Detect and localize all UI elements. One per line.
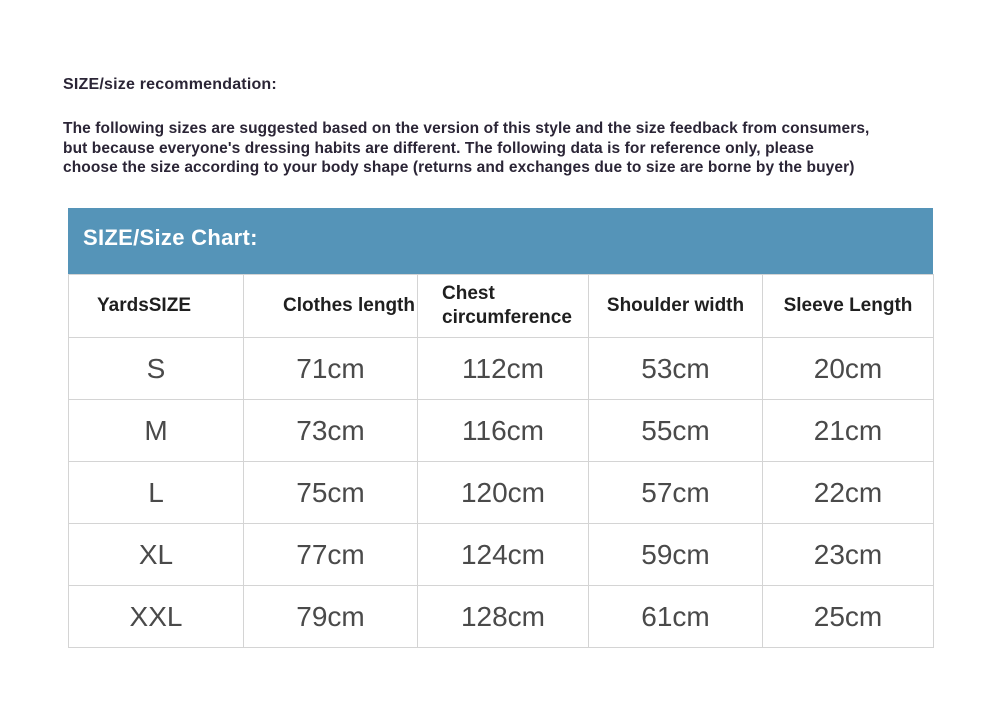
- clothes-length-value: 77cm: [243, 523, 418, 586]
- column-header-sleeve-length: Sleeve Length: [762, 274, 934, 338]
- size-table-header-row: YardsSIZE Clothes length Chest circumfer…: [68, 274, 934, 338]
- sleeve-value: 23cm: [762, 523, 934, 586]
- column-header-chest-circumference: Chest circumference: [417, 274, 589, 338]
- paragraph-line-2: but because everyone's dressing habits a…: [63, 139, 814, 157]
- size-table: YardsSIZE Clothes length Chest circumfer…: [68, 274, 934, 648]
- clothes-length-value: 79cm: [243, 585, 418, 648]
- table-row-xxl: XXL 79cm 128cm 61cm 25cm: [68, 585, 934, 648]
- sleeve-value: 25cm: [762, 585, 934, 648]
- size-chart-title: SIZE/Size Chart:: [83, 225, 258, 250]
- paragraph-line-3: choose the size according to your body s…: [63, 159, 855, 176]
- size-chart-header-bar: SIZE/Size Chart:: [68, 208, 933, 274]
- chest-value: 116cm: [417, 399, 589, 462]
- sleeve-value: 20cm: [762, 337, 934, 400]
- paragraph-line-1: The following sizes are suggested based …: [63, 120, 870, 137]
- table-row-l: L 75cm 120cm 57cm 22cm: [68, 461, 934, 524]
- chest-value: 120cm: [417, 461, 589, 524]
- table-row-s: S 71cm 112cm 53cm 20cm: [68, 337, 934, 400]
- size-recommendation-heading: SIZE/size recommendation:: [63, 76, 277, 93]
- clothes-length-value: 75cm: [243, 461, 418, 524]
- shoulder-value: 59cm: [588, 523, 763, 586]
- size-recommendation-paragraph: The following sizes are suggested based …: [63, 119, 953, 178]
- sleeve-value: 21cm: [762, 399, 934, 462]
- shoulder-value: 57cm: [588, 461, 763, 524]
- table-row-m: M 73cm 116cm 55cm 21cm: [68, 399, 934, 462]
- chest-value: 112cm: [417, 337, 589, 400]
- column-header-yards-size: YardsSIZE: [68, 274, 244, 338]
- chest-value: 124cm: [417, 523, 589, 586]
- size-label: S: [68, 337, 244, 400]
- size-label: M: [68, 399, 244, 462]
- clothes-length-value: 73cm: [243, 399, 418, 462]
- column-header-shoulder-width: Shoulder width: [588, 274, 763, 338]
- sleeve-value: 22cm: [762, 461, 934, 524]
- size-label: XXL: [68, 585, 244, 648]
- shoulder-value: 55cm: [588, 399, 763, 462]
- size-label: XL: [68, 523, 244, 586]
- chest-value: 128cm: [417, 585, 589, 648]
- size-label: L: [68, 461, 244, 524]
- clothes-length-value: 71cm: [243, 337, 418, 400]
- shoulder-value: 53cm: [588, 337, 763, 400]
- shoulder-value: 61cm: [588, 585, 763, 648]
- column-header-clothes-length: Clothes length: [243, 274, 418, 338]
- table-row-xl: XL 77cm 124cm 59cm 23cm: [68, 523, 934, 586]
